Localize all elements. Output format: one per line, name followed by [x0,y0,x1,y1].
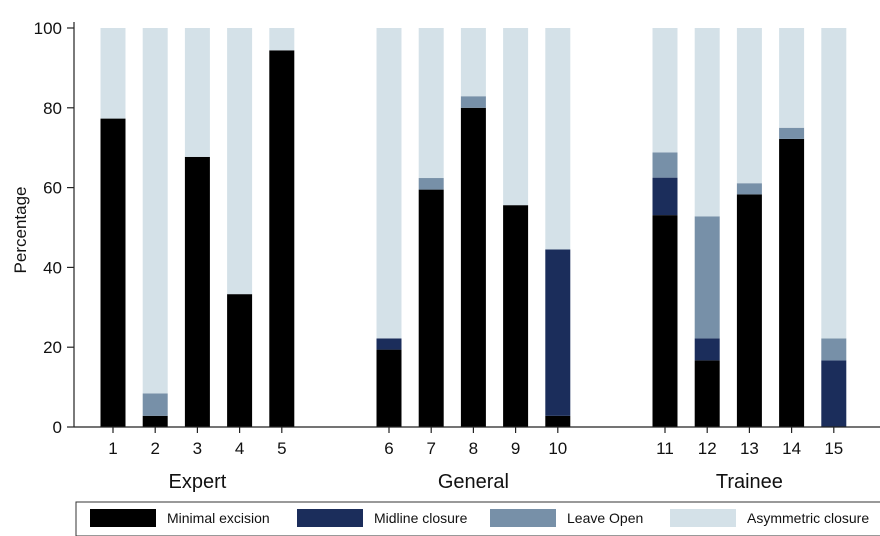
x-tick-label: 6 [384,439,393,458]
group-label: General [438,471,509,493]
y-tick-label: 0 [53,418,62,437]
bar-segment [142,28,168,394]
x-tick-label: 4 [235,439,244,458]
bar-segment [736,194,762,427]
bar-segment [736,28,762,184]
legend: Minimal excision Midline closure Leave Ope… [75,501,880,536]
bar-segment [779,127,805,139]
y-tick-label: 20 [43,338,62,357]
bar-segment [779,138,805,427]
x-tick-label: 5 [277,439,286,458]
legend-swatch [670,509,736,527]
group-label: Expert [168,471,226,493]
bar-segment [227,28,253,295]
bar-segment [821,338,847,361]
bar-segment [227,294,253,427]
bar-segment [652,152,678,178]
bar-segment [694,338,720,361]
legend-label: Leave Open [567,510,643,526]
y-tick-label: 80 [43,99,62,118]
bar-segment [376,349,402,427]
group-label: Trainee [716,471,783,493]
bar-segment [694,216,720,339]
bar-segment [418,178,444,190]
bar-segment [142,415,168,427]
bar-segment [652,215,678,427]
x-tick-label: 12 [698,439,717,458]
bar-segment [779,28,805,128]
plot-area [100,28,847,428]
bar-segment [142,393,168,416]
bar-segment [184,28,210,157]
legend-swatch [297,509,363,527]
bar-segment [376,28,402,339]
bar-segment [652,177,678,216]
x-tick-label: 3 [193,439,202,458]
y-tick-label: 60 [43,179,62,198]
bar-segment [503,205,529,427]
y-axis-title: Percentage [11,187,30,274]
bar-segment [269,28,295,51]
bar-segment [100,118,126,427]
x-tick-label: 2 [150,439,159,458]
y-axis: 0 20 40 60 80 100 [34,19,75,437]
legend-label: Asymmetric closure [747,510,869,526]
legend-swatch [490,509,556,527]
legend-swatch [90,509,156,527]
x-tick-label: 13 [740,439,759,458]
bar-segment [184,156,210,427]
y-tick-label: 100 [34,19,62,38]
bar-segment [821,28,847,339]
x-tick-label: 1 [108,439,117,458]
bar-segment [503,28,529,206]
bar-segment [545,28,571,250]
bar-segment [652,28,678,153]
bar-segment [376,338,402,350]
bar-segment [545,415,571,427]
x-tick-label: 10 [548,439,567,458]
bar-segment [418,189,444,427]
bar-segment [694,360,720,427]
x-tick-label: 9 [511,439,520,458]
bar-segment [460,107,486,428]
bar-segment [736,183,762,195]
x-tick-label: 15 [824,439,843,458]
bar-segment [460,28,486,97]
bar-segment [418,28,444,179]
x-tick-label: 8 [469,439,478,458]
x-tick-label: 11 [656,439,674,458]
bar-segment [821,360,847,427]
bar-segment [460,96,486,108]
legend-label: Midline closure [374,510,468,526]
bar-segment [545,249,571,416]
bar-segment [694,28,720,217]
bar-segment [269,50,295,428]
x-tick-label: 14 [782,439,801,458]
bar-segment [100,28,126,119]
x-tick-label: 7 [426,439,435,458]
legend-box [75,501,880,536]
y-tick-label: 40 [43,258,62,277]
legend-label: Minimal excision [167,510,270,526]
